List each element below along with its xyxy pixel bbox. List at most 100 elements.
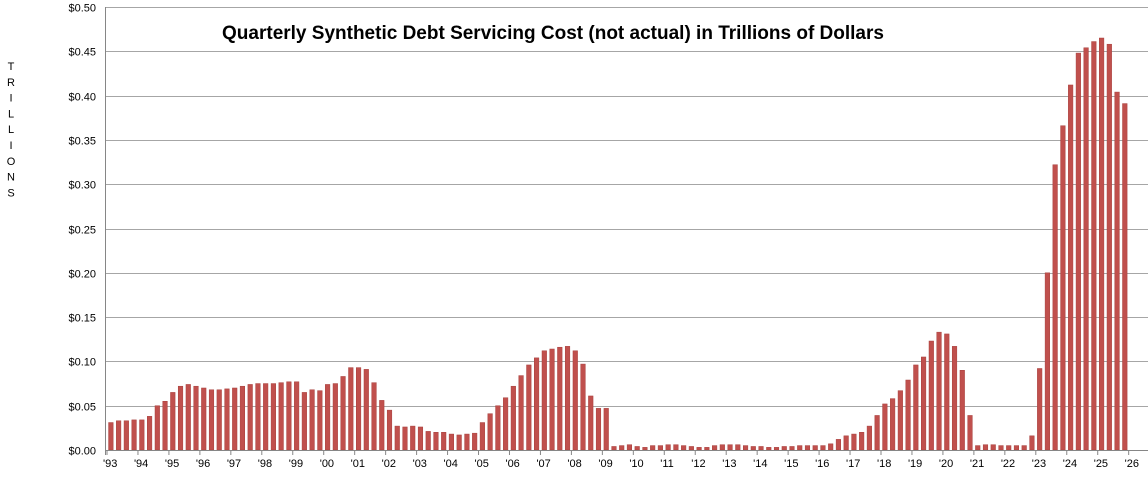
bar bbox=[781, 446, 787, 451]
x-tick-label: '20 bbox=[939, 458, 953, 470]
bar bbox=[990, 444, 996, 451]
bar bbox=[928, 340, 934, 451]
y-axis-label-letter: I bbox=[9, 140, 12, 152]
bar bbox=[162, 401, 168, 451]
bar bbox=[758, 446, 764, 451]
bar bbox=[688, 446, 694, 451]
bar bbox=[472, 432, 478, 451]
bar bbox=[278, 382, 284, 451]
bar bbox=[518, 375, 524, 451]
bar bbox=[936, 331, 942, 451]
y-tick-label: $0.10 bbox=[68, 357, 96, 369]
bar bbox=[843, 435, 849, 451]
x-tick-label: '11 bbox=[660, 458, 674, 470]
bar bbox=[1114, 91, 1120, 451]
bar bbox=[859, 432, 865, 451]
bar bbox=[1044, 272, 1050, 451]
x-tick-label: '03 bbox=[413, 458, 427, 470]
bar bbox=[665, 444, 671, 451]
bar bbox=[301, 392, 307, 451]
x-tick-label: '21 bbox=[970, 458, 984, 470]
y-tick-label: $0.25 bbox=[68, 225, 96, 237]
y-axis-label-letter: I bbox=[9, 93, 12, 105]
bar bbox=[1029, 435, 1035, 451]
y-axis-label-letter: L bbox=[8, 124, 14, 136]
bar bbox=[410, 425, 416, 451]
bar bbox=[270, 383, 276, 451]
bar bbox=[626, 444, 633, 451]
bar bbox=[704, 447, 710, 451]
x-tick-label: '98 bbox=[258, 458, 272, 470]
gridlines bbox=[105, 7, 1148, 407]
bar bbox=[325, 384, 331, 451]
x-tick-label: '10 bbox=[629, 458, 643, 470]
x-tick-label: '94 bbox=[134, 458, 148, 470]
bar bbox=[611, 446, 617, 451]
x-tick-label: '22 bbox=[1001, 458, 1015, 470]
y-axis-label-letter: N bbox=[7, 172, 15, 184]
bar bbox=[797, 445, 803, 451]
bar bbox=[147, 416, 153, 451]
x-tick-label: '04 bbox=[444, 458, 458, 470]
x-tick-label: '09 bbox=[598, 458, 612, 470]
x-tick-label: '16 bbox=[815, 458, 829, 470]
bar bbox=[1091, 41, 1097, 451]
bar bbox=[890, 398, 896, 451]
bar bbox=[433, 432, 439, 451]
bar bbox=[750, 446, 756, 451]
bar bbox=[208, 389, 215, 451]
bar bbox=[557, 346, 563, 451]
bar bbox=[309, 389, 315, 451]
bar bbox=[294, 381, 300, 451]
bar bbox=[464, 433, 470, 451]
bar bbox=[619, 445, 625, 451]
x-tick-label: '14 bbox=[753, 458, 767, 470]
bar bbox=[549, 348, 555, 451]
bar bbox=[673, 444, 679, 451]
y-tick-label: $0.50 bbox=[68, 3, 96, 15]
bar bbox=[851, 433, 857, 451]
y-tick-label: $0.45 bbox=[68, 47, 96, 59]
bar bbox=[975, 445, 981, 451]
bar bbox=[116, 420, 122, 451]
bar bbox=[340, 376, 346, 451]
bar bbox=[959, 370, 965, 451]
x-tick-label: '93 bbox=[103, 458, 117, 470]
bar bbox=[1021, 445, 1027, 451]
x-tick-label: '08 bbox=[567, 458, 581, 470]
bar bbox=[580, 363, 586, 451]
bar bbox=[371, 382, 377, 451]
bar bbox=[526, 364, 532, 451]
bar bbox=[170, 392, 176, 451]
bars bbox=[108, 37, 1128, 451]
y-tick-label: $0.35 bbox=[68, 136, 96, 148]
bar bbox=[363, 369, 369, 451]
bar bbox=[951, 346, 958, 451]
x-tick-label: '99 bbox=[289, 458, 303, 470]
x-tick-label: '01 bbox=[351, 458, 365, 470]
y-axis-label-letter: T bbox=[8, 61, 15, 73]
y-axis-label-letter: R bbox=[7, 77, 15, 89]
bar bbox=[1006, 445, 1012, 451]
bar bbox=[595, 408, 602, 451]
x-tick-label: '02 bbox=[382, 458, 396, 470]
x-tick-label: '00 bbox=[320, 458, 334, 470]
bar bbox=[866, 425, 872, 451]
bar bbox=[263, 383, 269, 451]
bar bbox=[123, 420, 129, 451]
bar bbox=[820, 445, 826, 451]
y-tick-label: $0.20 bbox=[68, 269, 96, 281]
bar bbox=[456, 434, 462, 451]
y-tick-label: $0.40 bbox=[68, 92, 96, 104]
bar bbox=[882, 403, 888, 451]
bar bbox=[905, 379, 911, 451]
x-tick-label: '95 bbox=[165, 458, 179, 470]
bar bbox=[139, 419, 145, 451]
bar bbox=[185, 384, 191, 451]
bar bbox=[650, 445, 656, 451]
bar bbox=[1083, 47, 1089, 451]
x-tick-label: '05 bbox=[475, 458, 489, 470]
y-tick-label: $0.15 bbox=[68, 313, 96, 325]
bar bbox=[696, 447, 702, 451]
